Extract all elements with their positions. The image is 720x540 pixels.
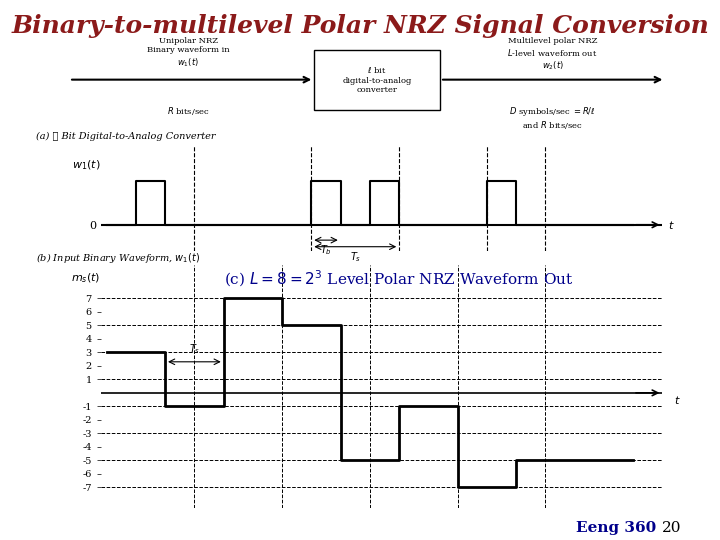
Text: (c) $L = 8 = 2^3$ Level Polar NRZ Waveform Out: (c) $L = 8 = 2^3$ Level Polar NRZ Wavefo… [225, 269, 574, 289]
FancyBboxPatch shape [314, 50, 440, 110]
Text: Eeng 360: Eeng 360 [576, 521, 656, 535]
Text: $R$ bits/sec: $R$ bits/sec [167, 105, 210, 117]
Text: Multilevel polar NRZ
$L$-level waveform out
$w_2(t)$: Multilevel polar NRZ $L$-level waveform … [508, 37, 598, 72]
Text: (b) Input Binary Waveform, $w_1(t)$: (b) Input Binary Waveform, $w_1(t)$ [36, 251, 200, 265]
Text: $t$: $t$ [668, 219, 675, 231]
Text: $w_1(t)$: $w_1(t)$ [72, 159, 101, 172]
Text: $T_s$: $T_s$ [189, 342, 200, 356]
Text: Unipolar NRZ
Binary waveform in
$w_1(t)$: Unipolar NRZ Binary waveform in $w_1(t)$ [147, 37, 230, 69]
Text: (a) ℓ Bit Digital-to-Analog Converter: (a) ℓ Bit Digital-to-Analog Converter [36, 132, 215, 141]
Text: $m_s(t)$: $m_s(t)$ [71, 271, 101, 285]
Text: $t$: $t$ [674, 394, 681, 406]
Text: $D$ symbols/sec $= R/\ell$
and $R$ bits/sec: $D$ symbols/sec $= R/\ell$ and $R$ bits/… [509, 105, 596, 131]
Text: Binary-to-multilevel Polar NRZ Signal Conversion: Binary-to-multilevel Polar NRZ Signal Co… [11, 14, 709, 37]
Text: $\ell$ bit
digital-to-analog
converter: $\ell$ bit digital-to-analog converter [343, 65, 412, 94]
Text: $T_s$: $T_s$ [350, 250, 361, 264]
Text: 20: 20 [662, 521, 682, 535]
Text: $T_b$: $T_b$ [320, 243, 332, 257]
